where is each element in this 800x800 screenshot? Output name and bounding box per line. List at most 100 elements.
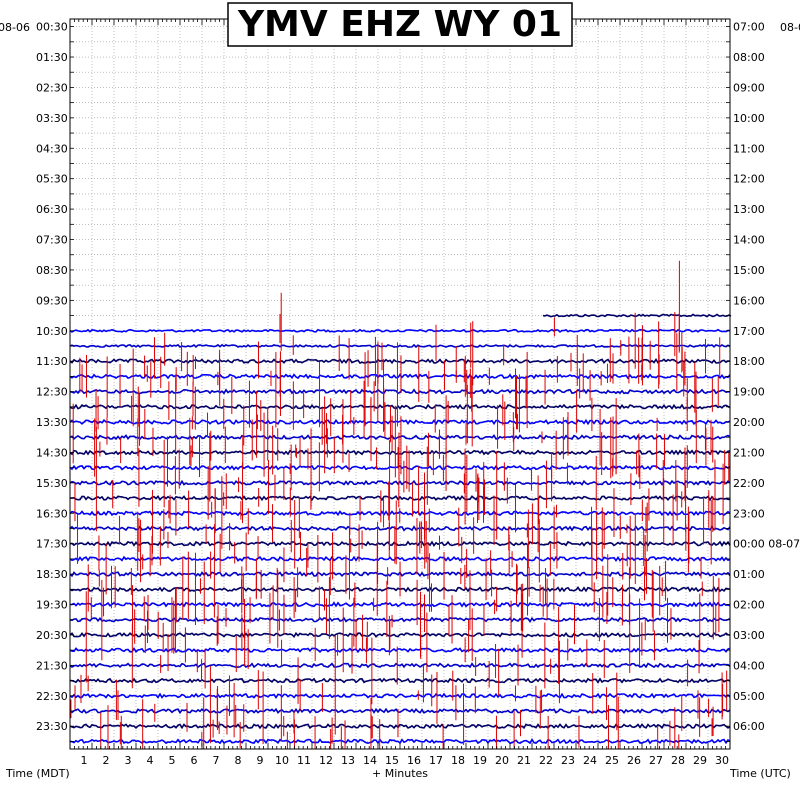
trace-line [69,358,731,365]
x-tick-label: 3 [125,754,132,767]
left-time-label: 01:30 [36,51,68,64]
x-tick-label: 8 [235,754,242,767]
x-tick-label: 4 [147,754,154,767]
left-time-label: 15:30 [36,477,68,490]
trace-line [69,646,731,654]
x-tick-label: 7 [213,754,220,767]
right-time-label: 13:00 [733,203,765,216]
left-time-label: 18:30 [36,568,68,581]
left-time-label: 16:30 [36,507,68,520]
trace-line [69,343,731,349]
x-tick-label: 30 [715,754,729,767]
trace-line [69,388,730,395]
x-tick-label: 10 [275,754,289,767]
x-tick-label: 16 [407,754,421,767]
left-time-labels: 00:30 01:30 02:30 03:30 04:30 05:30 06:30 07:30… [36,21,68,734]
right-time-label: 03:00 [733,629,765,642]
x-tick-label: 27 [649,754,663,767]
left-time-label: 11:30 [36,355,68,368]
trace-line [69,403,731,410]
right-time-label: 07:00 [733,21,765,34]
left-time-label: 23:30 [36,720,68,733]
title-box [227,2,573,47]
left-time-label: 13:30 [36,416,68,429]
x-tick-label: 14 [363,754,377,767]
x-tick-label: 15 [385,754,399,767]
trace-line [69,692,731,699]
right-time-labels: 07:00 08:00 09:00 10:00 11:00 12:00 13:00 14:00… [733,21,800,734]
x-tick-label: 17 [429,754,443,767]
left-time-label: 03:30 [36,112,68,125]
left-time-label: 12:30 [36,386,68,399]
x-axis-title: + Minutes [372,767,428,780]
right-time-label: 02:00 [733,599,765,612]
right-time-label: 17:00 [733,325,765,338]
x-tick-label: 11 [297,754,311,767]
x-tick-label: 2 [103,754,110,767]
x-tick-label: 25 [605,754,619,767]
trace-line [542,313,732,318]
left-time-label: 06:30 [36,203,68,216]
x-tick-label: 18 [451,754,465,767]
trace-line [69,540,731,548]
trace-line [69,434,731,441]
trace-line [69,677,731,684]
right-time-label: 22:00 [733,477,765,490]
right-time-label: 09:00 [733,81,765,94]
left-time-label: 21:30 [36,659,68,672]
event-spikes [70,260,730,749]
left-time-label: 20:30 [36,629,68,642]
right-time-label: 15:00 [733,264,765,277]
trace-line [69,616,731,623]
trace-line [69,464,731,471]
x-tick-label: 12 [319,754,333,767]
left-time-label: 14:30 [36,446,68,459]
left-date-label: 08-06 [0,21,30,34]
right-axis-title: Time (UTC) [729,767,791,780]
left-time-label: 00:30 [36,21,68,34]
left-time-label: 17:30 [36,538,68,551]
left-time-label: 02:30 [36,81,68,94]
right-time-label: 14:00 [733,234,765,247]
trace-line [69,328,731,333]
left-time-label: 22:30 [36,690,68,703]
right-time-label: 05:00 [733,690,765,703]
left-time-label: 19:30 [36,599,68,612]
trace-line [69,707,731,715]
trace-line [69,723,731,730]
trace-line [69,555,731,563]
trace-line [69,601,731,608]
left-time-label: 07:30 [36,234,68,247]
x-tick-label: 21 [517,754,531,767]
chart-title: YMV EHZ WY 01 [237,4,562,45]
right-time-label: 04:00 [733,659,765,672]
right-time-label: 19:00 [733,386,765,399]
right-time-label: 00:00 08-07 [733,538,800,551]
right-time-label: 12:00 [733,173,765,186]
right-time-label: 21:00 [733,446,765,459]
trace-line [69,373,731,380]
right-time-label: 08:00 [733,51,765,64]
trace-line [69,418,731,426]
trace-line [69,479,731,486]
left-axis-title: Time (MDT) [5,767,70,780]
right-time-label: 06:00 [733,720,765,733]
right-time-label: 16:00 [733,294,765,307]
x-tick-label: 24 [583,754,597,767]
x-tick-label: 22 [539,754,553,767]
right-time-label: 01:00 [733,568,765,581]
right-time-label: 18:00 [733,355,765,368]
x-tick-labels: 1 2 3 4 5 6 7 8 9 10 11 12 13 14 15 16 17 18 19 20 21 22 23 24 2… [81,754,730,767]
left-time-label: 08:30 [36,264,68,277]
trace-line [69,449,731,456]
right-time-label: 23:00 [733,507,765,520]
x-tick-label: 19 [473,754,487,767]
x-tick-label: 26 [627,754,641,767]
x-tick-label: 5 [169,754,176,767]
trace-line [69,631,731,639]
right-time-label: 11:00 [733,142,765,155]
x-tick-label: 1 [81,754,88,767]
x-tick-label: 23 [561,754,575,767]
x-tick-label: 29 [693,754,707,767]
